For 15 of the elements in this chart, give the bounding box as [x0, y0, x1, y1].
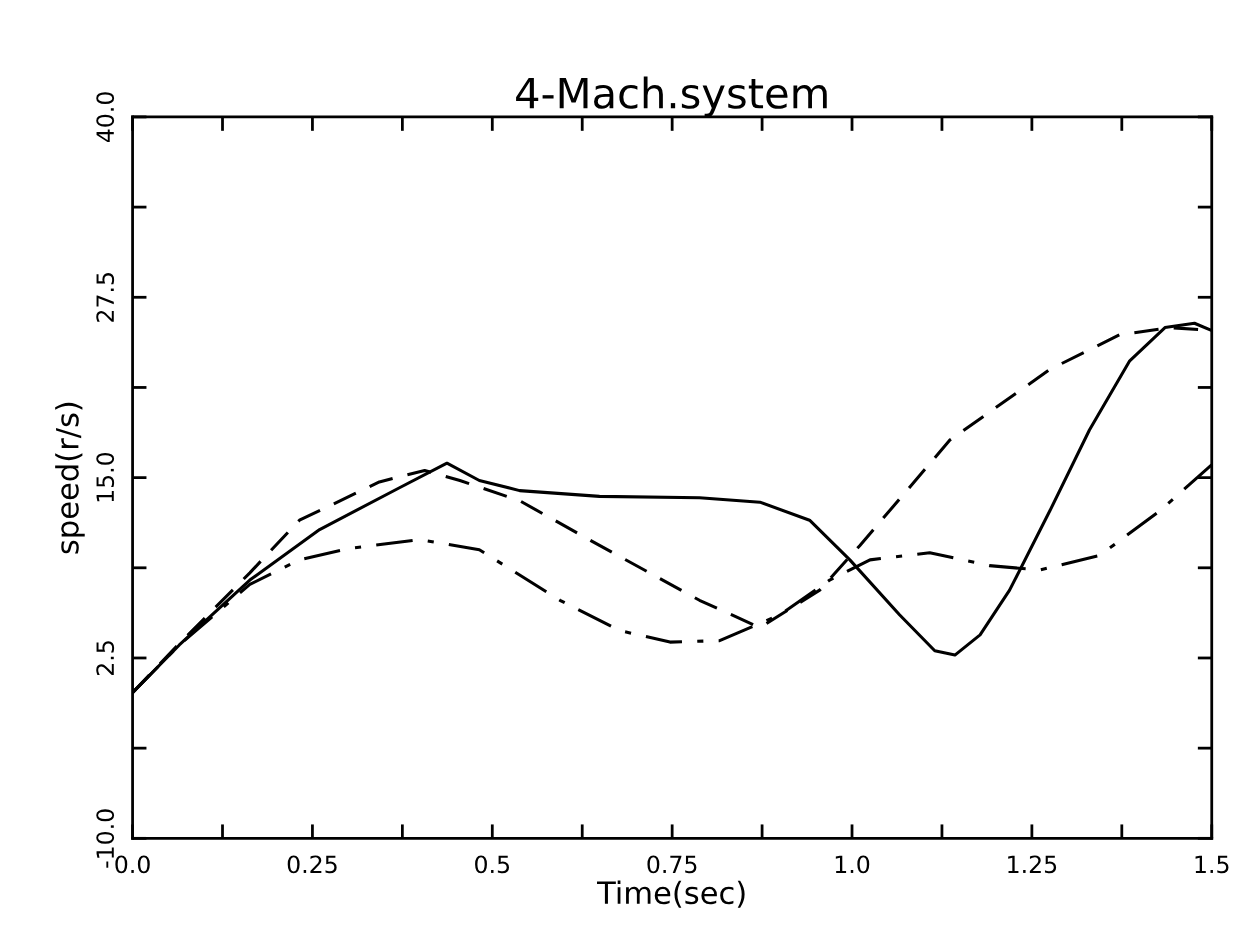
- x-axis-title: Time(sec): [597, 880, 745, 908]
- x-tick-label: 1.25: [1008, 855, 1057, 874]
- x-tick-label: 0.75: [647, 855, 697, 874]
- y-tick-label: 40.0: [96, 92, 115, 143]
- y-tick-label: 27.5: [96, 273, 115, 322]
- y-tick-label: 15.0: [96, 452, 115, 502]
- y-axis-title: speed(r/s): [55, 402, 85, 554]
- x-tick-label: 0.5: [475, 855, 510, 874]
- y-tick-label: -10.0: [96, 809, 115, 868]
- x-tick-label: 0.0: [115, 855, 150, 874]
- chart-title: 4-Mach.system: [516, 76, 827, 117]
- x-tick-label: 1.0: [835, 855, 870, 874]
- x-tick-label: 0.25: [287, 855, 337, 874]
- x-tick-label: 1.5: [1195, 855, 1229, 874]
- y-tick-label: 2.5: [96, 641, 115, 676]
